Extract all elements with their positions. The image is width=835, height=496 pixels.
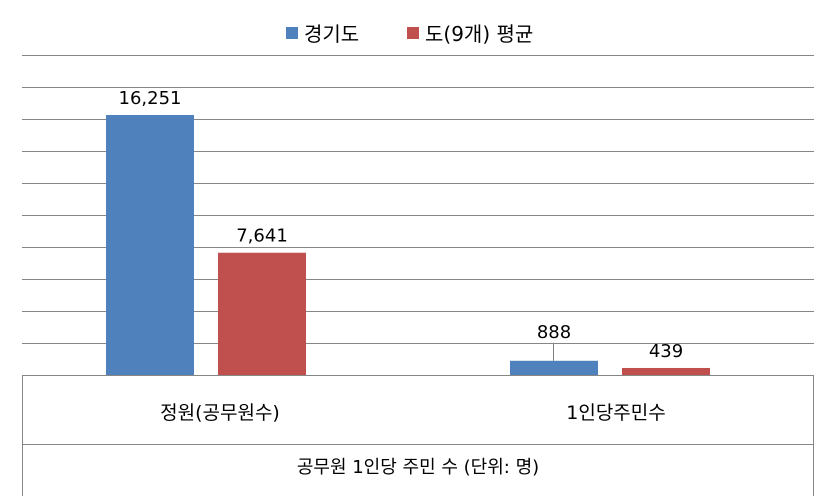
legend-label-province-average: 도(9개) 평균 bbox=[425, 22, 533, 46]
data-label-province-average-0: 7,641 bbox=[236, 226, 288, 247]
legend-label-gyeonggi: 경기도 bbox=[304, 22, 359, 46]
category-label-0: 정원(공무원수) bbox=[160, 402, 280, 424]
category-labels: 정원(공무원수) 1인당주민수 bbox=[160, 402, 666, 424]
bar-gyeonggi-0 bbox=[106, 114, 194, 375]
category-frame bbox=[22, 375, 814, 496]
data-label-province-average-1: 439 bbox=[649, 341, 683, 362]
bars bbox=[106, 114, 710, 375]
bar-gyeonggi-1 bbox=[510, 360, 598, 375]
bar-province-average-1 bbox=[622, 367, 710, 375]
bar-province-average-0 bbox=[218, 252, 306, 375]
data-label-gyeonggi-1: 888 bbox=[537, 322, 571, 343]
category-label-1: 1인당주민수 bbox=[566, 402, 666, 424]
legend-swatch-gyeonggi bbox=[286, 27, 298, 39]
data-label-gyeonggi-0: 16,251 bbox=[119, 88, 182, 109]
legend-swatch-province-average bbox=[407, 27, 419, 39]
legend: 경기도 도(9개) 평균 bbox=[286, 22, 533, 46]
x-axis-title: 공무원 1인당 주민 수 (단위: 명) bbox=[297, 457, 539, 478]
data-labels: 16,251 7,641 888 439 bbox=[119, 88, 684, 362]
